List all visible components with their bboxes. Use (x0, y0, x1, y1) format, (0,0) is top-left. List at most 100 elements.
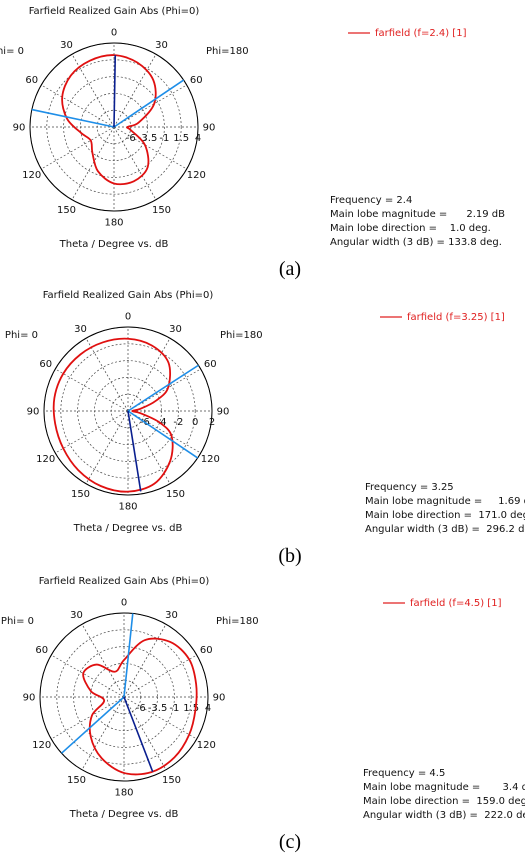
grid-spoke (127, 410, 201, 454)
radial-tick-label: 1.5 (183, 703, 199, 714)
radial-tick-label: -4 (157, 417, 167, 428)
grid-spoke (41, 84, 115, 128)
phi-right-label: Phi=180 (220, 330, 263, 341)
polar-chart-1: Farfield Realized Gain Abs (Phi=0) 0 30 60 9… (0, 6, 505, 280)
angle-tick-label: 0 (121, 598, 127, 609)
grid-spoke (123, 654, 197, 698)
angle-tick-label: 150 (152, 205, 171, 216)
radial-tick-label: -3.5 (148, 703, 168, 714)
angle-tick-label: 60 (200, 645, 213, 656)
main-lobe-line (127, 410, 142, 492)
angle-tick-label: 120 (197, 740, 216, 751)
grid-spoke (41, 126, 115, 170)
chart-title: Farfield Realized Gain Abs (Phi=0) (39, 576, 210, 587)
info-frequency: Frequency = 3.25 (365, 482, 454, 493)
polar-chart-2: Farfield Realized Gain Abs (Phi=0) 0 30 60 9… (5, 290, 525, 567)
angle-tick-label: 30 (155, 40, 168, 51)
angle-tick-label: 120 (187, 170, 206, 181)
radial-tick-label: 0 (192, 417, 198, 428)
angle-tick-label: 120 (32, 740, 51, 751)
angle-tick-label: 180 (104, 218, 123, 229)
angle-tick-label: 60 (190, 75, 203, 86)
angle-tick-label: 150 (71, 489, 90, 500)
angle-tick-label: 90 (23, 693, 36, 704)
grid-circle (77, 360, 179, 462)
angle-tick-label: 150 (67, 775, 86, 786)
outer-circle (43, 326, 213, 496)
panel-caption: (b) (278, 545, 301, 567)
radial-tick-label: -6 (136, 703, 146, 714)
radial-tick-label: 1.5 (173, 133, 189, 144)
legend-entry: farfield (f=2.4) [1] (375, 28, 467, 39)
x-axis-label: Theta / Degree vs. dB (73, 523, 183, 534)
angle-tick-label: 30 (169, 324, 182, 335)
angle-tick-label: 90 (27, 407, 40, 418)
angle-tick-label: 150 (57, 205, 76, 216)
grid-spoke (127, 338, 171, 412)
grid-circle (60, 343, 196, 479)
x-axis-label: Theta / Degree vs. dB (59, 239, 169, 250)
info-magnitude: Main lobe magnitude = 2.19 dB (330, 209, 505, 220)
radial-tick-label: -3.5 (138, 133, 158, 144)
panel-caption: (a) (279, 258, 301, 280)
grid-spoke (127, 410, 171, 484)
legend-entry: farfield (f=4.5) [1] (410, 598, 502, 609)
grid-spoke (123, 696, 197, 740)
grid-spoke (123, 696, 167, 770)
outer-circle (29, 42, 199, 212)
grid-spoke (71, 126, 115, 200)
radial-tick-label: -1 (159, 133, 169, 144)
grid-spoke (85, 410, 129, 484)
x-axis-label: Theta / Degree vs. dB (69, 809, 179, 820)
angle-tick-label: 30 (70, 610, 83, 621)
angle-tick-label: 120 (36, 454, 55, 465)
phi-right-label: Phi=180 (206, 46, 249, 57)
chart-title: Farfield Realized Gain Abs (Phi=0) (29, 6, 200, 17)
legend-entry: farfield (f=3.25) [1] (407, 312, 505, 323)
grid-circle (73, 646, 175, 748)
gain-curve (52, 337, 174, 493)
info-direction: Main lobe direction = 1.0 deg. (330, 223, 491, 234)
angle-tick-label: 180 (118, 502, 137, 513)
grid-circle (56, 629, 192, 765)
angular-width-line (123, 613, 134, 698)
grid-circle (46, 59, 182, 195)
angle-tick-label: 90 (13, 123, 26, 134)
radial-tick-label: 4 (195, 133, 201, 144)
polar-chart-3: Farfield Realized Gain Abs (Phi=0) 0 30 60 9… (1, 576, 525, 853)
phi-right-label: Phi=180 (216, 616, 259, 627)
radial-tick-label: -1 (169, 703, 179, 714)
angle-tick-label: 120 (22, 170, 41, 181)
angle-tick-label: 60 (35, 645, 48, 656)
phi-left-label: Phi= 0 (1, 616, 34, 627)
grid-spoke (113, 54, 157, 128)
grid-spoke (113, 84, 187, 128)
grid-spoke (55, 410, 129, 454)
grid-spoke (85, 338, 129, 412)
angle-tick-label: 60 (25, 75, 38, 86)
info-magnitude: Main lobe magnitude = 1.69 dB (365, 496, 525, 507)
angle-tick-label: 30 (60, 40, 73, 51)
grid-spoke (55, 368, 129, 412)
gain-curve (82, 637, 198, 776)
grid-spoke (51, 696, 125, 740)
grid-spoke (51, 654, 125, 698)
angle-tick-label: 150 (166, 489, 185, 500)
panel-caption: (c) (279, 831, 301, 853)
gain-curve (61, 54, 157, 186)
angle-tick-label: 180 (114, 788, 133, 799)
outer-circle (39, 612, 209, 782)
angle-tick-label: 90 (217, 407, 230, 418)
chart-title: Farfield Realized Gain Abs (Phi=0) (43, 290, 214, 301)
info-frequency: Frequency = 4.5 (363, 768, 445, 779)
grid-spoke (113, 126, 157, 200)
angle-tick-label: 60 (204, 359, 217, 370)
angular-width-line (61, 696, 125, 754)
angular-width-line (127, 410, 199, 459)
info-width: Angular width (3 dB) = 133.8 deg. (330, 237, 502, 248)
angle-tick-label: 90 (203, 123, 216, 134)
angle-tick-label: 120 (201, 454, 220, 465)
angular-width-line (127, 364, 199, 412)
grid-spoke (123, 624, 167, 698)
